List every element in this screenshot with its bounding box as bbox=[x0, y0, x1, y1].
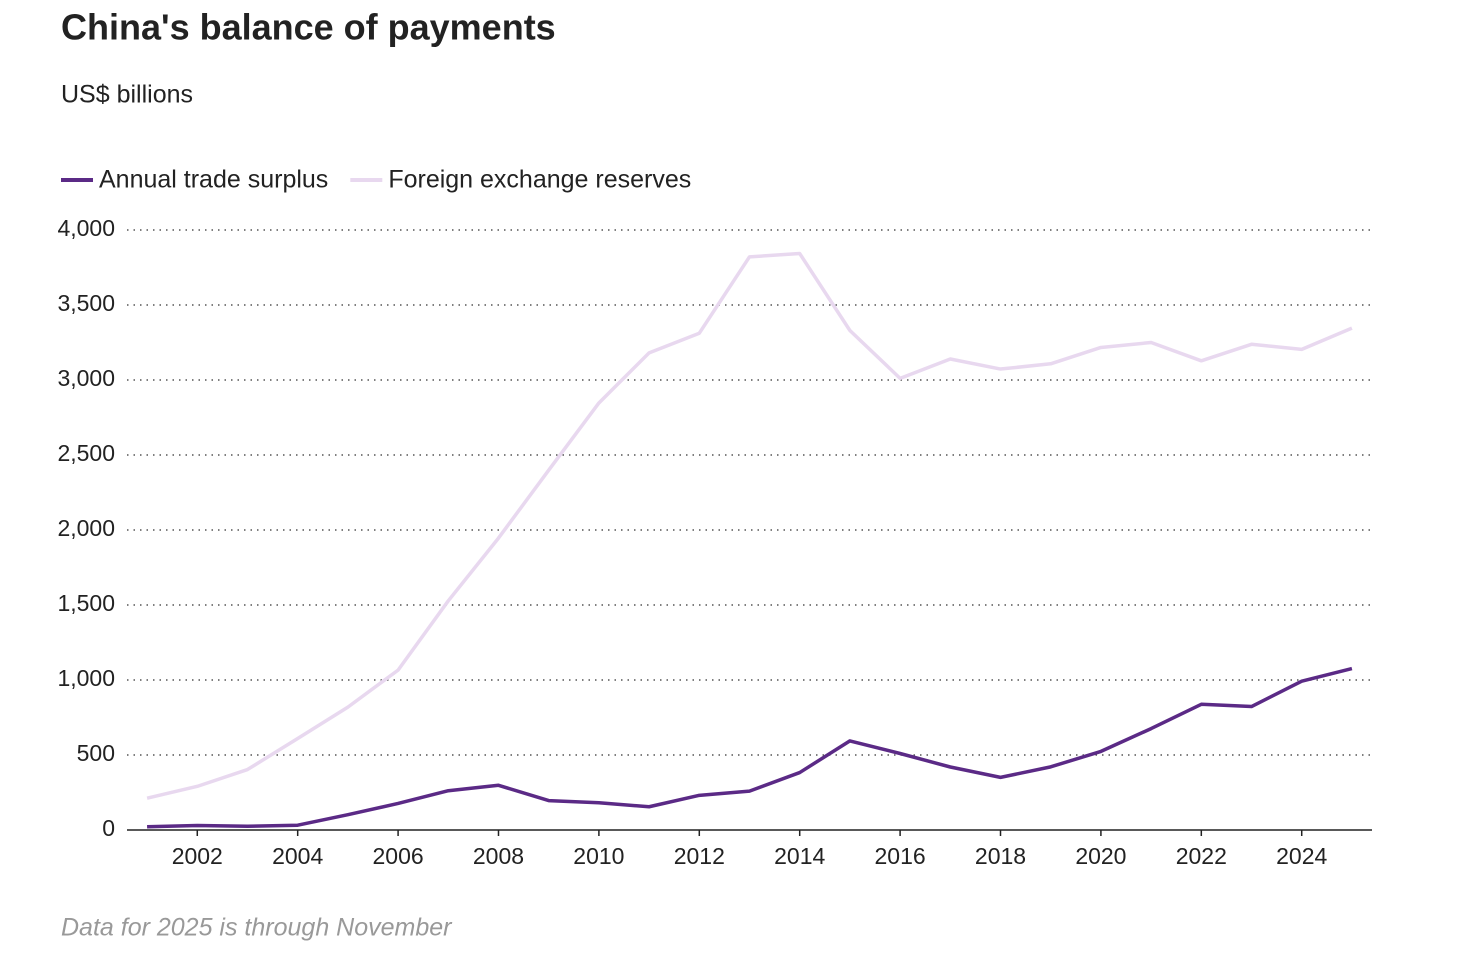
y-tick-label: 2,500 bbox=[57, 440, 115, 466]
x-tick-label: 2014 bbox=[774, 843, 825, 869]
y-tick-label: 1,500 bbox=[57, 590, 115, 616]
x-tick-label: 2022 bbox=[1176, 843, 1227, 869]
chart-note: Data for 2025 is through November bbox=[61, 914, 453, 942]
x-tick-label: 2020 bbox=[1075, 843, 1126, 869]
legend-label: Annual trade surplus bbox=[99, 166, 328, 194]
y-tick-label: 500 bbox=[77, 740, 115, 766]
x-tick-label: 2016 bbox=[875, 843, 926, 869]
y-tick-label: 4,000 bbox=[57, 215, 115, 241]
x-tick-label: 2018 bbox=[975, 843, 1026, 869]
x-tick-label: 2006 bbox=[373, 843, 424, 869]
y-tick-label: 0 bbox=[102, 815, 115, 841]
chart-subtitle: US$ billions bbox=[61, 81, 193, 109]
x-tick-label: 2002 bbox=[172, 843, 223, 869]
x-tick-label: 2010 bbox=[573, 843, 624, 869]
legend-label: Foreign exchange reserves bbox=[388, 166, 691, 194]
x-tick-label: 2008 bbox=[473, 843, 524, 869]
x-tick-label: 2024 bbox=[1276, 843, 1327, 869]
series-line bbox=[147, 666, 1353, 829]
y-tick-label: 2,000 bbox=[57, 515, 115, 541]
x-tick-label: 2004 bbox=[272, 843, 323, 869]
y-tick-label: 3,500 bbox=[57, 290, 115, 316]
y-tick-label: 1,000 bbox=[57, 665, 115, 691]
chart-title: China's balance of payments bbox=[61, 7, 556, 48]
series-line bbox=[146, 251, 1353, 800]
x-tick-label: 2012 bbox=[674, 843, 725, 869]
y-tick-label: 3,000 bbox=[57, 365, 115, 391]
